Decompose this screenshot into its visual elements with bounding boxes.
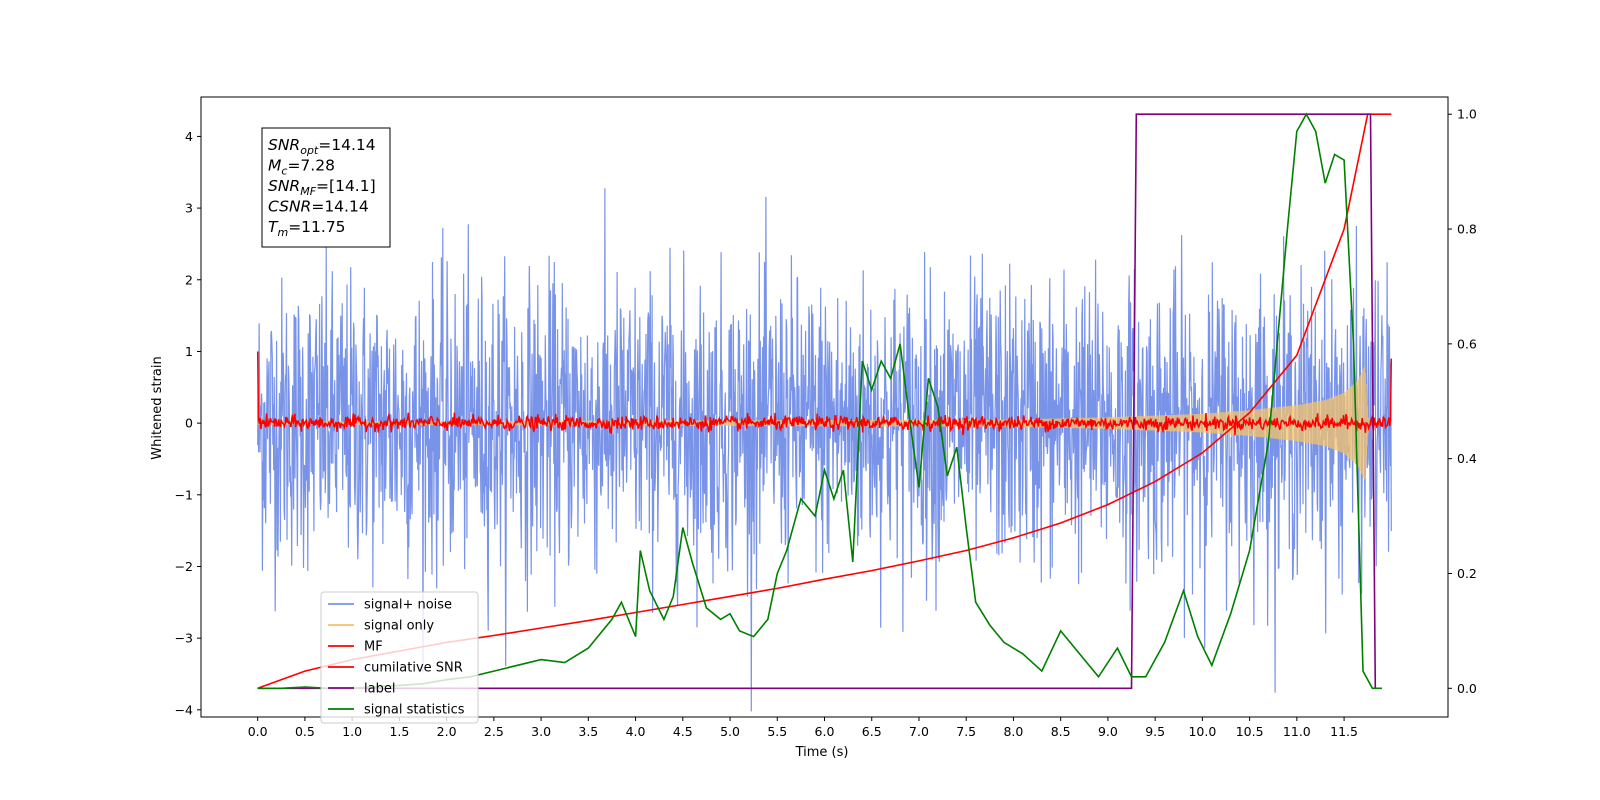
annotation-line: Mc=7.28 — [268, 157, 335, 178]
x-tick-label: 4.5 — [673, 724, 693, 739]
y2-tick-label: 1.0 — [1457, 107, 1477, 122]
x-tick-label: 7.0 — [909, 724, 929, 739]
x-tick-label: 9.0 — [1098, 724, 1118, 739]
y-axis: 4 3 2 1 0 −1 −2 −3 −4 — [175, 129, 201, 717]
y2-tick-label: 0.0 — [1457, 681, 1477, 696]
legend-label: cumilative SNR — [364, 661, 463, 676]
x-tick-label: 1.0 — [342, 724, 362, 739]
y2-tick-label: 0.6 — [1457, 336, 1477, 351]
x-tick-label: 10.0 — [1188, 724, 1216, 739]
x-axis: 0.0 0.5 1.0 1.5 2.0 2.5 3.0 3.5 4.0 4.5 5.0 5.5 6.0 6… — [248, 717, 1358, 739]
y-tick-label: −1 — [175, 487, 193, 502]
y-tick-label: 3 — [185, 201, 193, 216]
y2-tick-label: 0.4 — [1457, 451, 1477, 466]
x-tick-label: 8.5 — [1051, 724, 1071, 739]
annotation-box — [261, 127, 391, 248]
x-tick-label: 11.5 — [1330, 724, 1358, 739]
annotation-line: SNRMF=[14.1] — [268, 177, 376, 198]
x-tick-label: 5.0 — [720, 724, 740, 739]
series-label — [257, 113, 1377, 690]
y-tick-label: 4 — [185, 129, 193, 144]
y2-tick-label: 0.8 — [1457, 222, 1477, 237]
y-axis-label: Whitened strain — [150, 356, 165, 459]
stats-annotation: SNRopt=14.14Mc=7.28SNRMF=[14.1]CSNR=14.1… — [261, 127, 391, 248]
y2-tick-label: 0.2 — [1457, 566, 1477, 581]
x-tick-label: 0.0 — [248, 724, 268, 739]
x-tick-label: 2.5 — [484, 724, 504, 739]
legend-label: MF — [364, 640, 383, 655]
x-axis-label: Time (s) — [795, 745, 849, 760]
x-tick-label: 5.5 — [767, 724, 787, 739]
annotation-line: Tm=11.75 — [268, 218, 346, 239]
x-tick-label: 6.5 — [862, 724, 882, 739]
legend-label: signal statistics — [364, 703, 465, 718]
legend: signal+ noise signal only MF cumilative SNR… — [320, 591, 479, 724]
y-tick-label: 1 — [185, 344, 193, 359]
y-tick-label: −2 — [175, 559, 193, 574]
x-tick-label: 11.0 — [1283, 724, 1311, 739]
x-tick-label: 7.5 — [956, 724, 976, 739]
series-signal-statistics — [257, 112, 1382, 690]
x-tick-label: 9.5 — [1145, 724, 1165, 739]
x-tick-label: 3.0 — [531, 724, 551, 739]
legend-label: signal only — [364, 619, 434, 634]
y-tick-label: 0 — [185, 416, 193, 431]
x-tick-label: 10.5 — [1236, 724, 1264, 739]
x-tick-label: 8.0 — [1003, 724, 1023, 739]
x-tick-label: 1.5 — [389, 724, 409, 739]
x-tick-label: 6.0 — [815, 724, 835, 739]
y-tick-label: 2 — [185, 272, 193, 287]
legend-box — [320, 591, 479, 724]
annotation-line: SNRopt=14.14 — [268, 136, 376, 157]
legend-label: signal+ noise — [364, 598, 452, 613]
x-tick-label: 3.5 — [578, 724, 598, 739]
legend-label: label — [364, 682, 395, 697]
x-tick-label: 4.0 — [626, 724, 646, 739]
annotation-line: CSNR=14.14 — [268, 198, 369, 216]
x-tick-label: 2.0 — [437, 724, 457, 739]
series-mf — [256, 351, 1393, 436]
y-tick-label: −4 — [175, 702, 193, 717]
y2-axis: 1.0 0.8 0.6 0.4 0.2 0.0 — [1448, 107, 1477, 696]
y-tick-label: −3 — [175, 631, 193, 646]
x-tick-label: 0.5 — [295, 724, 315, 739]
